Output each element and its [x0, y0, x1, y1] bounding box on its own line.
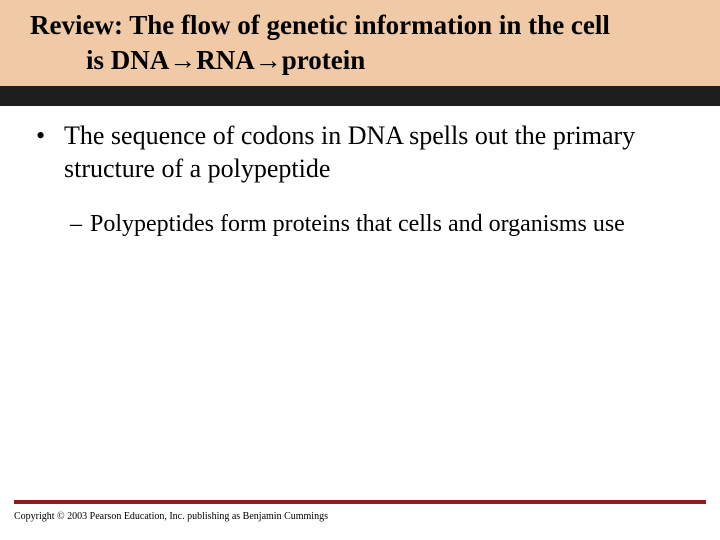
title-band: Review: The flow of genetic information …	[0, 0, 720, 86]
body-content: • The sequence of codons in DNA spells o…	[36, 120, 686, 240]
bullet-item: • The sequence of codons in DNA spells o…	[36, 120, 686, 185]
slide-container: Review: The flow of genetic information …	[0, 0, 720, 540]
sub-bullet-item: – Polypeptides form proteins that cells …	[70, 209, 686, 240]
title-line2-suffix: protein	[282, 45, 366, 75]
title-line1: Review: The flow of genetic information …	[30, 8, 690, 43]
footer-divider	[14, 500, 706, 504]
sub-bullet-marker: –	[70, 209, 82, 240]
bullet-marker: •	[36, 120, 50, 153]
copyright-text: Copyright © 2003 Pearson Education, Inc.…	[14, 511, 328, 522]
title-line2-mid: RNA	[196, 45, 255, 75]
sub-bullet-text: Polypeptides form proteins that cells an…	[90, 209, 625, 240]
title-line2-prefix: is DNA	[86, 45, 169, 75]
arrow-icon: →	[255, 43, 282, 78]
title-line2: is DNA→RNA→protein	[30, 43, 690, 78]
title-divider	[0, 86, 720, 106]
bullet-text: The sequence of codons in DNA spells out…	[64, 120, 686, 185]
arrow-icon: →	[169, 43, 196, 78]
